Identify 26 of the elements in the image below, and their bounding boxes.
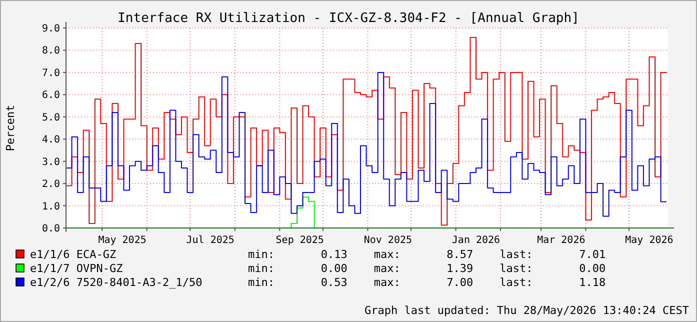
x-tick-label: Jul 2025 bbox=[186, 235, 234, 246]
y-tick-label: 1.0 bbox=[42, 201, 60, 212]
y-tick-label: 6.0 bbox=[42, 90, 60, 102]
y-tick-label: 4.0 bbox=[42, 134, 60, 146]
legend-label: e1/1/7 OVPN-GZ bbox=[30, 262, 124, 275]
legend-label: e1/2/6 7520-8401-A3-2_1/50 bbox=[30, 276, 202, 289]
text: Graph last updated: Thu 28/May/2026 13:40:24 CEST bbox=[364, 304, 690, 317]
text: min: 0.13 max: 8.57 last: 7.01 bbox=[248, 248, 606, 261]
x-tick-label: Jan 2026 bbox=[452, 235, 500, 246]
y-tick-label: 2.0 bbox=[42, 179, 60, 190]
legend-label: e1/1/6 ECA-GZ bbox=[30, 248, 116, 261]
chart-title: Interface RX Utilization - ICX-GZ-8.304-F2 - [Annual Graph] bbox=[118, 11, 580, 26]
x-tick-label: May 2026 bbox=[625, 235, 674, 246]
y-tick-label: 7.0 bbox=[42, 68, 60, 79]
x-tick-label: May 2025 bbox=[98, 235, 146, 246]
x-tick-label: Sep 2025 bbox=[276, 235, 324, 246]
x-tick-label: Mar 2026 bbox=[537, 235, 586, 246]
x-tick-label: Nov 2025 bbox=[364, 235, 412, 246]
y-tick-label: 8.0 bbox=[42, 46, 60, 57]
text: min: 0.53 max: 7.00 last: 1.18 bbox=[248, 276, 606, 289]
y-tick-label: 3.0 bbox=[42, 156, 60, 168]
text: min: 0.00 max: 1.39 last: 0.00 bbox=[248, 262, 606, 275]
y-tick-label: 9.0 bbox=[42, 24, 60, 34]
y-axis-title: Percent bbox=[4, 104, 17, 152]
y-tick-label: 5.0 bbox=[42, 112, 60, 124]
y-tick-label: 0.0 bbox=[42, 224, 60, 234]
